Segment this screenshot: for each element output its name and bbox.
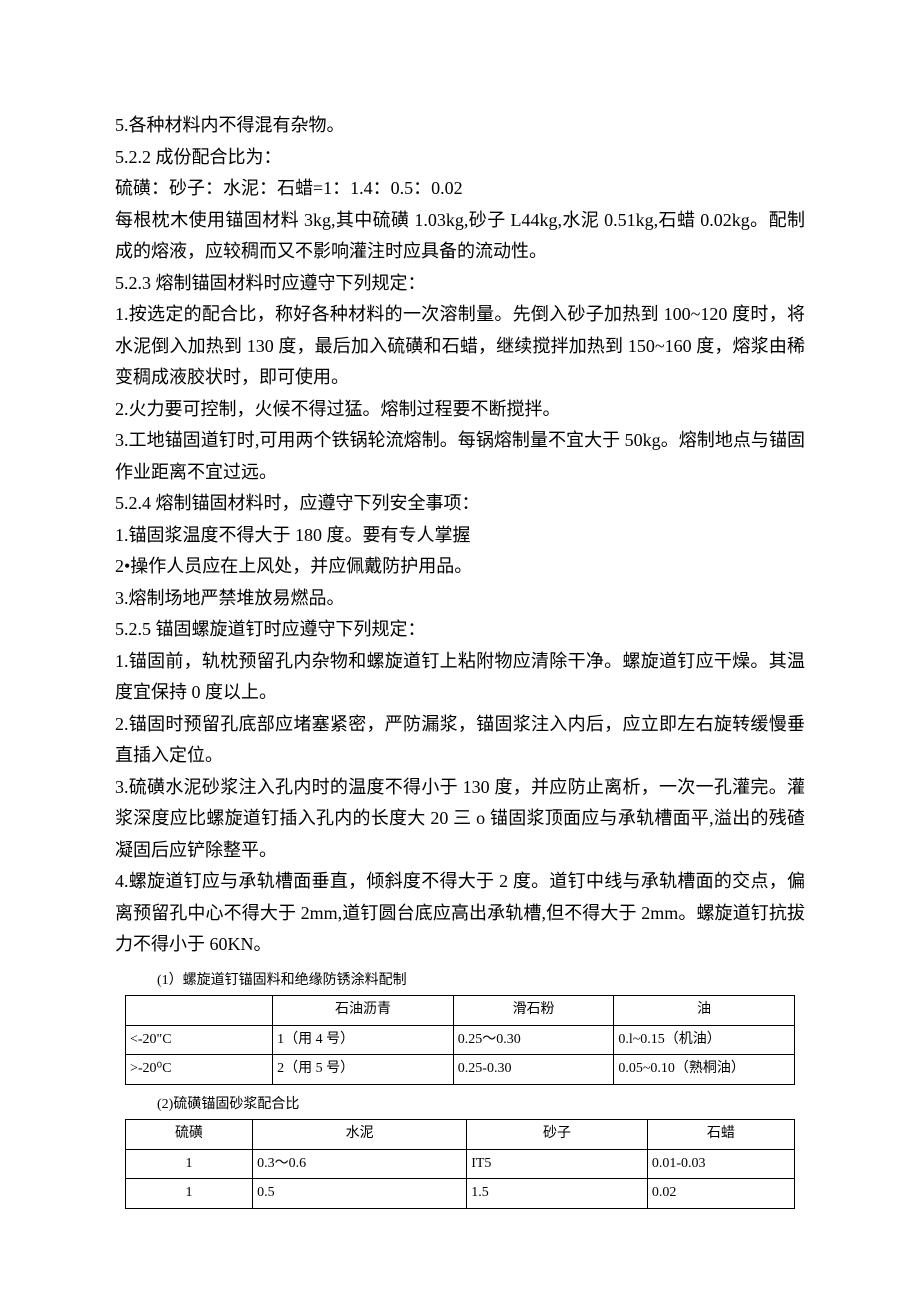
- table-cell: 1（用 4 号）: [273, 1025, 454, 1055]
- table-row: <-20"C1（用 4 号）0.25～0.300.l~0.15（机油）: [126, 1025, 795, 1055]
- table-cell: 1: [126, 1179, 253, 1209]
- table-cell: IT5: [467, 1149, 648, 1179]
- table-cell: 1: [126, 1149, 253, 1179]
- table-cell: 0.5: [253, 1179, 467, 1209]
- table-2: 硫磺水泥砂子石蜡10.3～0.6IT50.01-0.0310.51.50.02: [125, 1119, 795, 1209]
- paragraph: 1.锚固前，轨枕预留孔内杂物和螺旋道钉上粘附物应清除干净。螺旋道钉应干燥。其温度…: [115, 646, 805, 709]
- table-cell: >-20⁰C: [126, 1055, 273, 1085]
- paragraph: 2.火力要可控制，火候不得过猛。熔制过程要不断搅拌。: [115, 394, 805, 426]
- paragraph: 4.螺旋道钉应与承轨槽面垂直，倾斜度不得大于 2 度。道钉中线与承轨槽面的交点，…: [115, 866, 805, 961]
- paragraph: 1.锚固浆温度不得大于 180 度。要有专人掌握: [115, 520, 805, 552]
- table-header-cell: 水泥: [253, 1120, 467, 1150]
- table-row: >-20⁰C2（用 5 号）0.25-0.300.05~0.10（熟桐油）: [126, 1055, 795, 1085]
- table-row: 10.3～0.6IT50.01-0.03: [126, 1149, 795, 1179]
- table-header-cell: [126, 996, 273, 1026]
- paragraph: 5.2.2 成份配合比为：: [115, 142, 805, 174]
- paragraph: 5.各种材料内不得混有杂物。: [115, 110, 805, 142]
- paragraph: 2•操作人员应在上风处，并应佩戴防护用品。: [115, 551, 805, 583]
- table-header-cell: 硫磺: [126, 1120, 253, 1150]
- paragraph: 5.2.3 熔制锚固材料时应遵守下列规定：: [115, 268, 805, 300]
- table-header-cell: 油: [614, 996, 795, 1026]
- table-cell: 0.02: [647, 1179, 794, 1209]
- paragraph: 硫磺：砂子：水泥：石蜡=1：1.4：0.5：0.02: [115, 173, 805, 205]
- paragraph: 5.2.4 熔制锚固材料时，应遵守下列安全事项：: [115, 488, 805, 520]
- table-cell: 0.3～0.6: [253, 1149, 467, 1179]
- table-header-cell: 砂子: [467, 1120, 648, 1150]
- paragraph: 3.硫磺水泥砂浆注入孔内时的温度不得小于 130 度，并应防止离析，一次一孔灌完…: [115, 772, 805, 867]
- paragraph: 每根枕木使用锚固材料 3kg,其中硫磺 1.03kg,砂子 L44kg,水泥 0…: [115, 205, 805, 268]
- table-cell: 0.25～0.30: [453, 1025, 614, 1055]
- table-cell: 1.5: [467, 1179, 648, 1209]
- table-cell: 0.25-0.30: [453, 1055, 614, 1085]
- table-cell: <-20"C: [126, 1025, 273, 1055]
- table-cell: 2（用 5 号）: [273, 1055, 454, 1085]
- table-header-cell: 滑石粉: [453, 996, 614, 1026]
- paragraph: 3.熔制场地严禁堆放易燃品。: [115, 583, 805, 615]
- paragraph: 1.按选定的配合比，称好各种材料的一次溶制量。先倒入砂子加热到 100~120 …: [115, 299, 805, 394]
- table-row: 10.51.50.02: [126, 1179, 795, 1209]
- document-page: 5.各种材料内不得混有杂物。 5.2.2 成份配合比为： 硫磺：砂子：水泥：石蜡…: [0, 0, 920, 1269]
- table-header-cell: 石蜡: [647, 1120, 794, 1150]
- table-caption-2: (2)硫磺锚固砂浆配合比: [157, 1093, 805, 1118]
- paragraph: 5.2.5 锚固螺旋道钉时应遵守下列规定：: [115, 614, 805, 646]
- table-caption-1: (1）螺旋道钉锚固料和绝缘防锈涂料配制: [157, 969, 805, 994]
- paragraph: 3.工地锚固道钉时,可用两个铁锅轮流熔制。每锅熔制量不宜大于 50kg。熔制地点…: [115, 425, 805, 488]
- table-1: 石油沥青滑石粉油<-20"C1（用 4 号）0.25～0.300.l~0.15（…: [125, 995, 795, 1085]
- paragraph: 2.锚固时预留孔底部应堵塞紧密，严防漏浆，锚固浆注入内后，应立即左右旋转缓慢垂直…: [115, 709, 805, 772]
- table-header-cell: 石油沥青: [273, 996, 454, 1026]
- table-cell: 0.01-0.03: [647, 1149, 794, 1179]
- table-cell: 0.l~0.15（机油）: [614, 1025, 795, 1055]
- table-cell: 0.05~0.10（熟桐油）: [614, 1055, 795, 1085]
